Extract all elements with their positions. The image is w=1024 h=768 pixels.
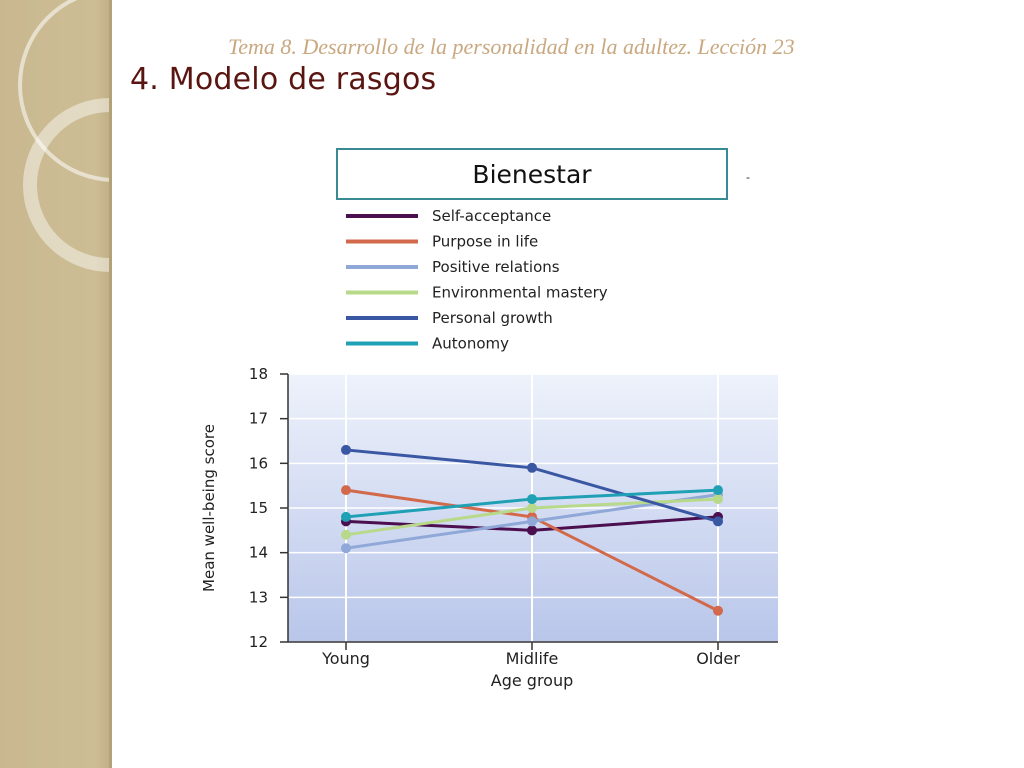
y-tick-label: 15	[249, 499, 268, 517]
y-tick-label: 12	[249, 633, 268, 651]
x-tick-label: Midlife	[506, 649, 559, 668]
data-point	[341, 543, 351, 554]
data-point	[527, 494, 537, 505]
legend-label: Environmental mastery	[432, 284, 608, 302]
legend-label: Self-acceptance	[432, 207, 551, 225]
dash-mark: -	[746, 170, 750, 184]
data-point	[527, 516, 537, 527]
slide-subtitle: Tema 8. Desarrollo de la personalidad en…	[228, 34, 795, 59]
sidebar-decoration	[0, 0, 112, 768]
y-tick-label: 16	[249, 454, 268, 472]
y-tick-label: 18	[249, 365, 268, 383]
y-axis-title: Mean well-being score	[200, 424, 218, 592]
data-point	[527, 503, 537, 513]
y-tick-label: 14	[249, 544, 268, 562]
sidebar-edge	[109, 0, 112, 768]
x-tick-label: Older	[696, 649, 740, 668]
legend-label: Positive relations	[432, 258, 560, 276]
data-point	[527, 462, 537, 473]
data-point	[341, 444, 351, 455]
data-point	[713, 485, 723, 496]
legend-label: Autonomy	[432, 335, 509, 353]
data-point	[341, 529, 351, 540]
x-tick-label: Young	[321, 649, 370, 668]
legend-label: Purpose in life	[432, 233, 538, 251]
bienestar-label: Bienestar	[472, 159, 592, 189]
y-tick-label: 17	[249, 410, 268, 428]
x-axis-title: Age group	[491, 671, 574, 690]
data-point	[527, 525, 537, 536]
data-point	[713, 605, 723, 616]
y-tick-label: 13	[249, 588, 268, 606]
data-point	[713, 516, 723, 527]
bienestar-box: Bienestar	[336, 148, 728, 200]
data-point	[341, 485, 351, 496]
legend-label: Personal growth	[432, 309, 553, 327]
ring-large	[18, 0, 112, 182]
data-point	[341, 511, 351, 522]
data-point	[713, 494, 723, 505]
slide-title: 4. Modelo de rasgos	[130, 62, 437, 97]
